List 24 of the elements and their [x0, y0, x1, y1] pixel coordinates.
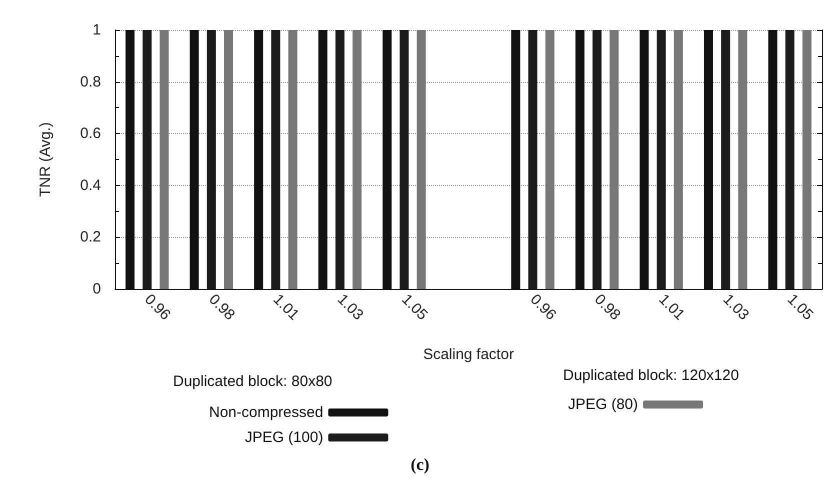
y-axis-title: TNR (Avg.) — [37, 122, 54, 197]
x-tick-label: 1.03 — [334, 290, 367, 324]
x-tick-label: 1.01 — [655, 290, 688, 324]
x-tick-label: 1.03 — [720, 290, 752, 324]
legend-label: Non-compressed — [208, 404, 324, 421]
y-tick-label: 0 — [92, 280, 101, 298]
text: Duplicated block: 120x120 — [563, 367, 739, 384]
text: Duplicated block: 80x80 — [173, 373, 332, 390]
x-tick-label: 1.01 — [270, 290, 302, 324]
x-tick-label: 0.98 — [591, 290, 624, 324]
x-tick-label: 0.96 — [526, 290, 560, 324]
x-tick-label: 0.98 — [205, 290, 238, 324]
y-tick-label: 0.6 — [80, 125, 101, 142]
y-tick-label: 1 — [92, 22, 101, 38]
x-axis-title: Scaling factor — [423, 346, 514, 363]
x-tick-label: 0.96 — [141, 290, 174, 324]
text: (c) — [410, 455, 430, 474]
legend-label: JPEG (80) — [568, 396, 638, 413]
x-tick-label: 1.05 — [784, 290, 816, 324]
y-tick-label: 0.4 — [80, 176, 101, 194]
y-tick-label: 0.8 — [80, 73, 101, 90]
x-tick-label: 1.05 — [398, 290, 431, 324]
legend-label: JPEG (100) — [244, 429, 324, 446]
y-tick-label: 0.2 — [80, 228, 101, 246]
